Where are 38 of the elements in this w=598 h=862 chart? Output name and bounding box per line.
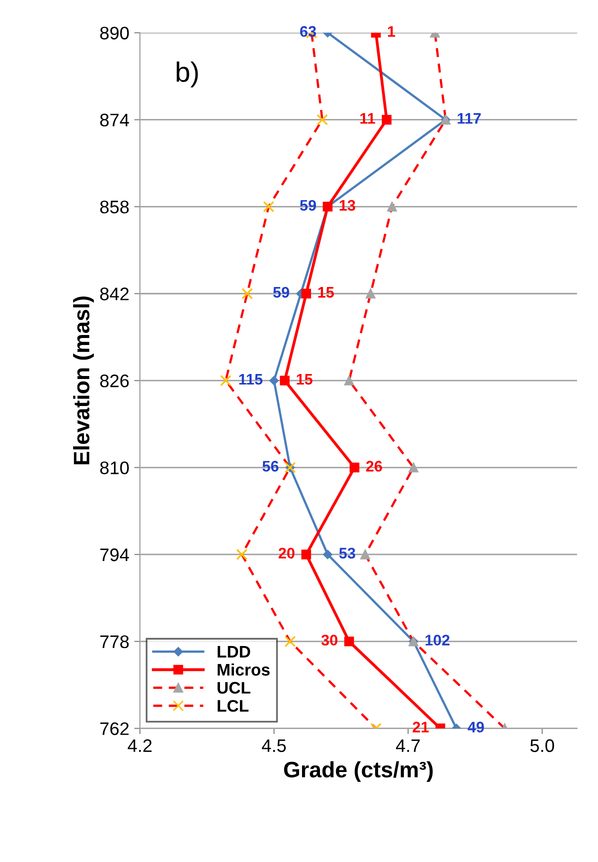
- annotation: 102: [426, 634, 450, 646]
- y-tick-label: 810: [100, 461, 129, 474]
- x-axis-title: Grade (cts/m³): [284, 761, 433, 782]
- annotation: 13: [340, 200, 356, 211]
- annotation: 59: [300, 200, 316, 211]
- annotation: 21: [412, 722, 429, 732]
- y-tick-label: 874: [100, 114, 129, 126]
- x-tick-label: 4.7: [396, 739, 420, 752]
- y-tick-label: 858: [100, 200, 129, 214]
- y-tick-label: 778: [100, 635, 129, 648]
- y-axis-title: Elevation (masl): [73, 296, 94, 464]
- legend-label: LDD: [218, 646, 250, 658]
- legend-label: UCL: [218, 682, 250, 694]
- y-tick-label: 762: [100, 722, 129, 736]
- annotation: 63: [300, 26, 316, 37]
- annotation: 117: [458, 113, 481, 124]
- x-tick-label: 4.5: [262, 739, 286, 752]
- annotation: 56: [262, 460, 278, 472]
- annotation: 15: [318, 287, 334, 298]
- annotation: b): [176, 62, 198, 88]
- y-tick-label: 842: [100, 288, 129, 300]
- x-tick-label: 5.0: [530, 739, 554, 752]
- annotation: 115: [239, 374, 262, 385]
- x-tick-label: 4.2: [128, 739, 152, 752]
- y-tick-label: 890: [100, 26, 129, 40]
- annotation: 1: [388, 26, 396, 37]
- annotation: 30: [321, 634, 338, 646]
- annotation: 53: [339, 548, 356, 559]
- legend-label: Micros: [218, 663, 270, 676]
- annotation: 20: [278, 548, 294, 559]
- y-tick-label: 826: [100, 374, 129, 388]
- annotation: 59: [273, 286, 290, 298]
- annotation: 15: [296, 374, 312, 385]
- annotation: 49: [468, 722, 484, 732]
- annotation: 11: [360, 113, 376, 124]
- legend-label: LCL: [218, 700, 248, 712]
- annotation: 26: [366, 460, 382, 472]
- y-tick-label: 794: [100, 548, 129, 562]
